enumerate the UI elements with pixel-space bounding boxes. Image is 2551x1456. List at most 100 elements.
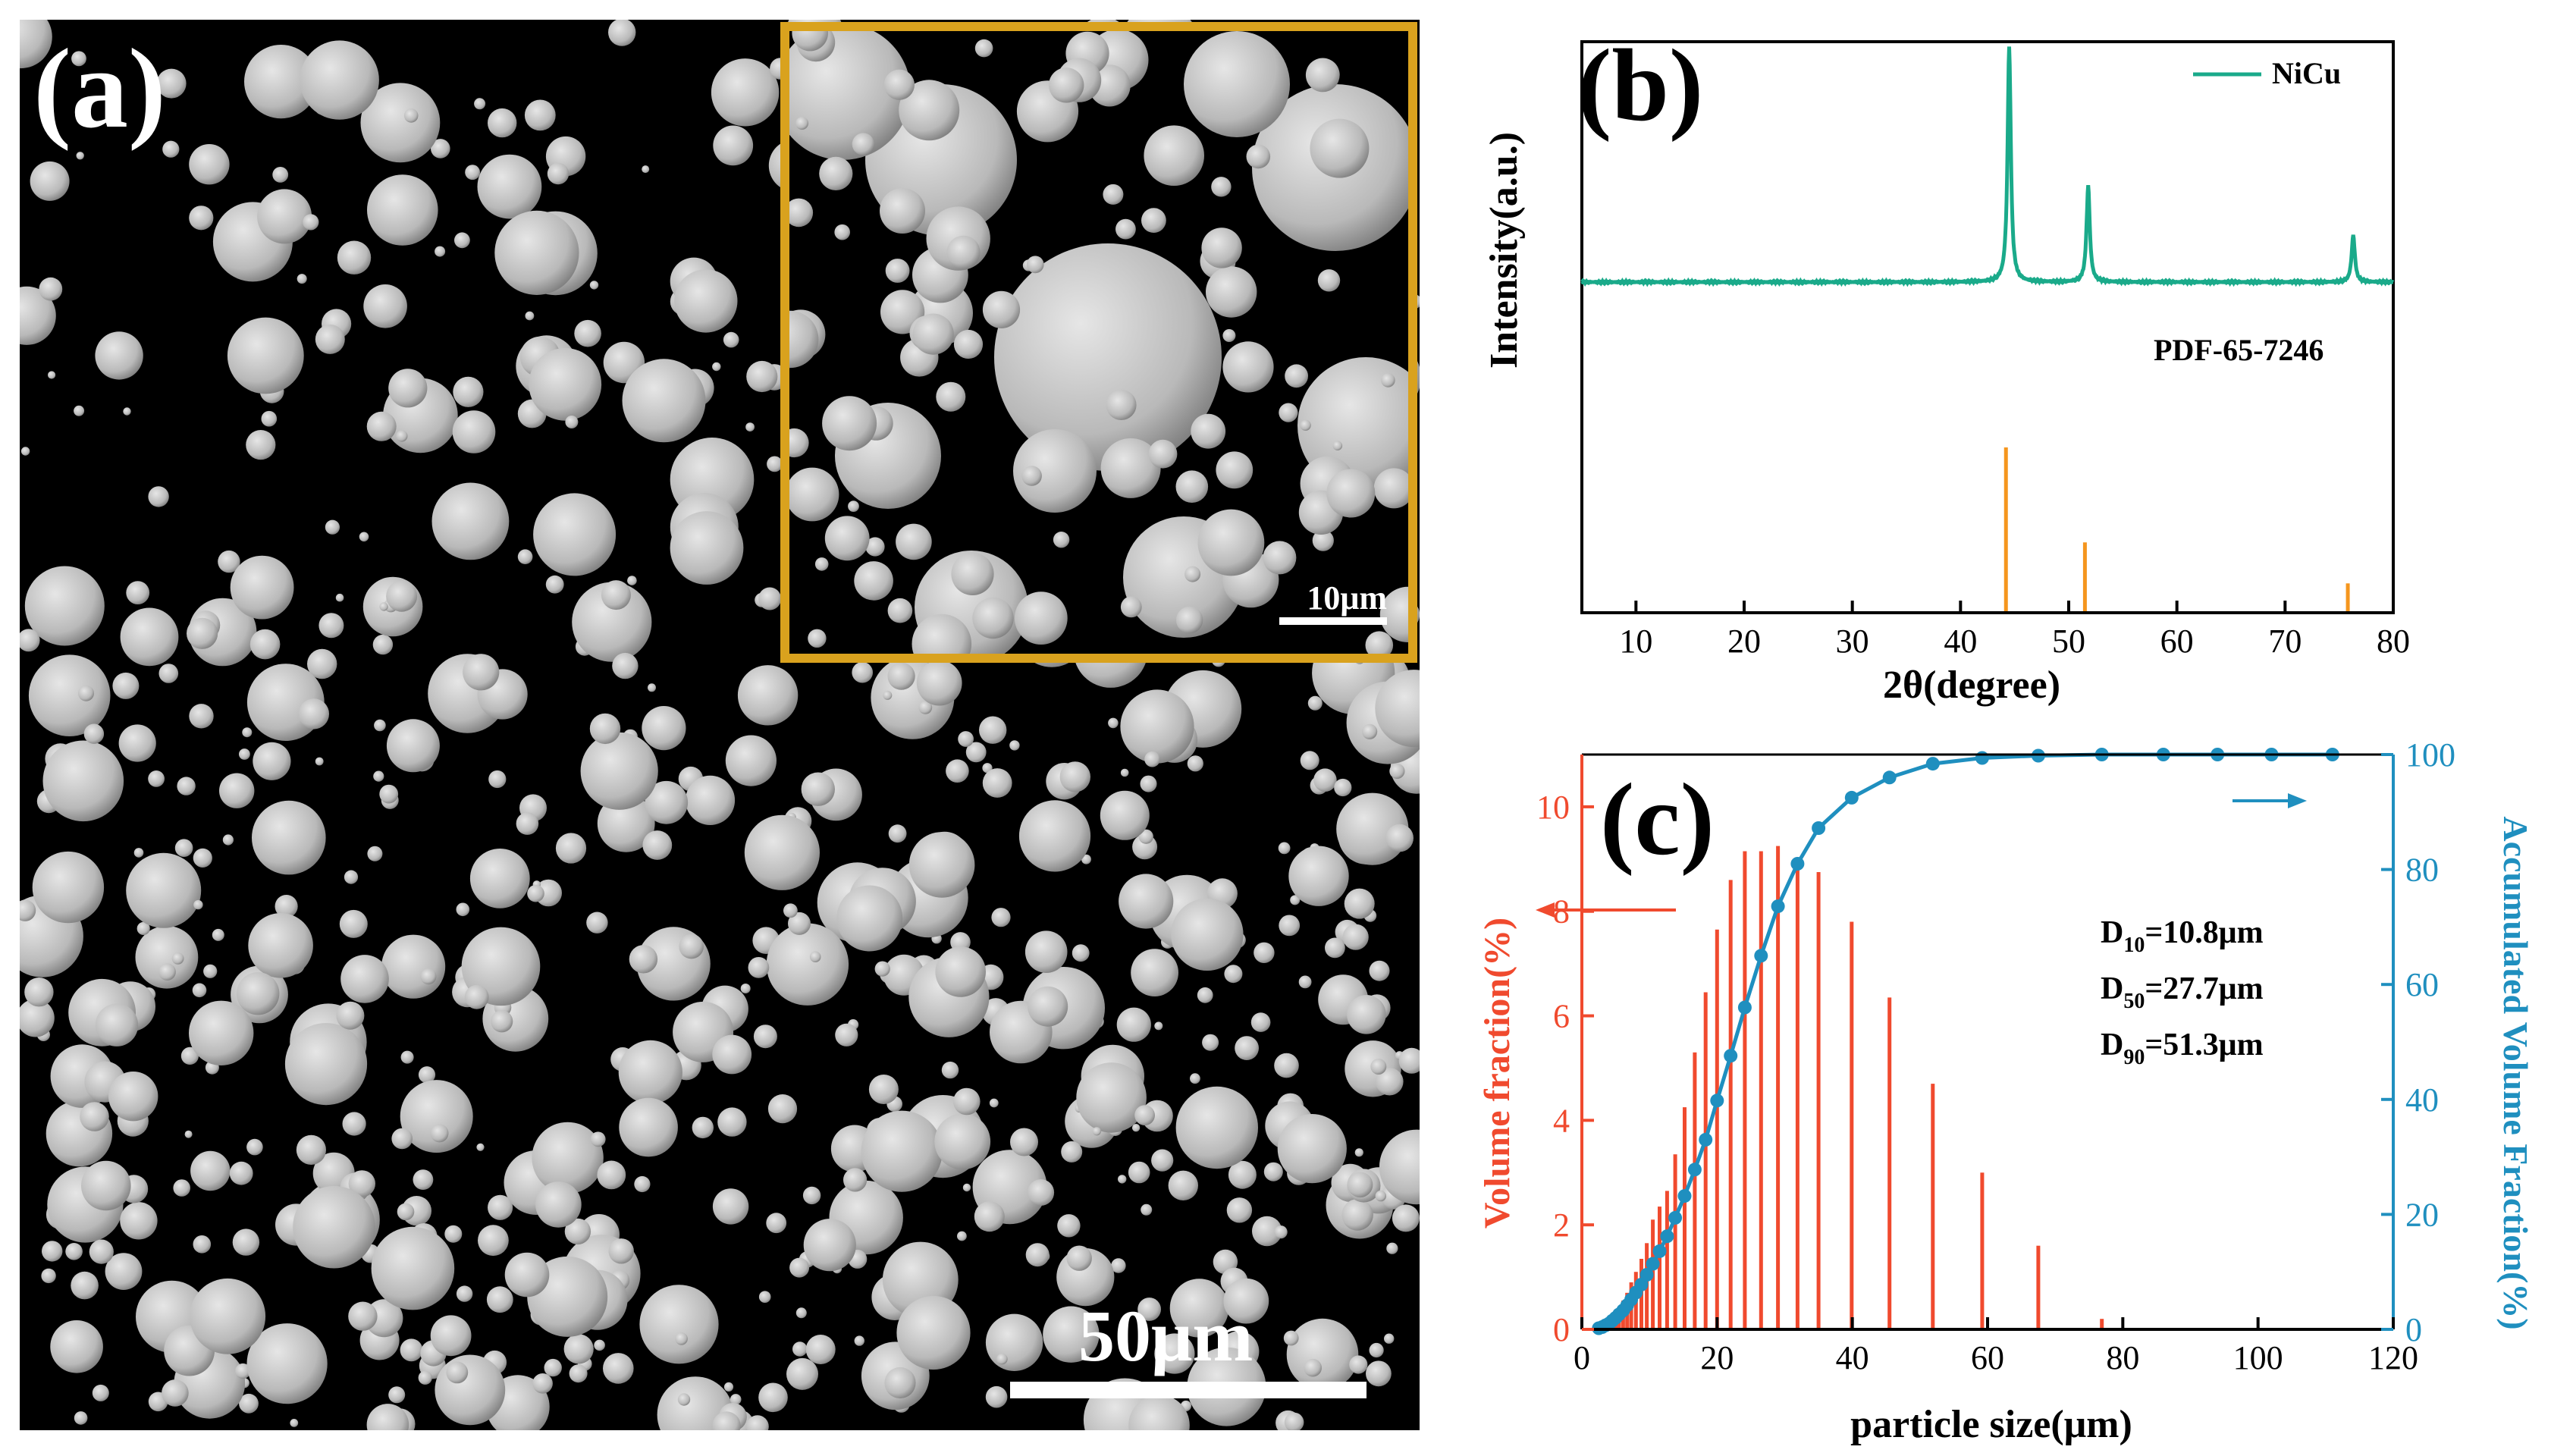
sem-particle <box>162 1379 189 1407</box>
sem-particle <box>367 174 438 246</box>
sem-particle <box>456 902 470 917</box>
sem-particle <box>193 848 212 868</box>
volume-fraction-bar <box>1850 921 1854 1329</box>
sem-particle <box>474 98 486 110</box>
sem-particle <box>677 1393 691 1406</box>
volume-fraction-bar <box>2036 1245 2041 1329</box>
sem-particle <box>712 1188 749 1225</box>
sem-particle <box>1304 1358 1322 1377</box>
inset-scale-label: 10μm <box>1307 579 1387 617</box>
volume-fraction-bar <box>1658 1207 1661 1329</box>
psd-left-tick-label: 0 <box>1553 1311 1570 1348</box>
inset-particle <box>912 313 954 355</box>
sem-particle <box>193 899 203 910</box>
sem-particle <box>805 1335 836 1364</box>
sem-particle <box>430 1315 472 1357</box>
sem-particle <box>187 617 218 649</box>
sem-particle <box>985 1385 1008 1408</box>
sem-particle <box>1300 751 1319 770</box>
sem-particle <box>1131 949 1178 996</box>
sem-particle <box>836 885 903 952</box>
sem-particle <box>639 1285 719 1364</box>
sem-particle <box>555 833 587 864</box>
sem-particle <box>1009 740 1020 751</box>
sem-particle <box>746 1415 769 1430</box>
sem-particle <box>78 685 94 701</box>
sem-particle <box>190 1150 231 1191</box>
sem-particle <box>478 1225 509 1257</box>
inset-particle <box>854 561 893 601</box>
sem-particle <box>1252 1216 1282 1247</box>
psd-x-tick-label: 20 <box>1700 1339 1734 1376</box>
sem-particle <box>456 1285 473 1302</box>
psd-right-tick-label: 60 <box>2405 966 2439 1003</box>
sem-particle <box>908 832 975 898</box>
sem-particle <box>1389 763 1405 779</box>
inset-particle <box>789 467 839 522</box>
xrd-x-tick-label: 50 <box>2052 623 2085 660</box>
sem-particle <box>71 1271 99 1300</box>
sem-particle <box>622 359 706 443</box>
sem-particle <box>1190 1073 1200 1084</box>
sem-particle <box>222 834 234 846</box>
sem-particle <box>758 1382 788 1413</box>
sem-particle <box>565 416 579 428</box>
sem-particle <box>525 311 535 321</box>
inset-particle <box>1206 266 1257 318</box>
sem-particle <box>418 1066 436 1084</box>
sem-particle <box>1354 1148 1363 1157</box>
sem-particle <box>430 1124 449 1143</box>
sem-particle <box>360 83 441 163</box>
sem-particle <box>48 371 56 379</box>
sem-particle <box>95 1003 139 1046</box>
psd-right-tick-label: 80 <box>2405 852 2439 889</box>
inset-particle <box>1175 470 1209 503</box>
volume-fraction-bar <box>2100 1319 2104 1329</box>
sem-particle <box>105 1253 143 1290</box>
sem-particle <box>982 768 1012 798</box>
sem-particle <box>627 576 637 585</box>
sem-particle <box>246 1138 263 1156</box>
sem-particle <box>1144 751 1160 767</box>
volume-fraction-bar <box>1728 880 1733 1329</box>
psd-right-tick-label: 0 <box>2405 1311 2422 1348</box>
sem-particle <box>1154 1021 1163 1031</box>
sem-particle <box>162 140 180 158</box>
inset-particle <box>1381 373 1395 388</box>
inset-particle <box>1100 438 1161 498</box>
sem-particle <box>935 946 986 997</box>
sem-particle <box>1263 1162 1283 1181</box>
sem-particle <box>379 602 388 611</box>
sem-particle <box>1274 1053 1299 1078</box>
sem-particle <box>1218 1329 1228 1338</box>
inset-particle <box>795 117 809 130</box>
psd-x-tick-label: 60 <box>1971 1339 2004 1376</box>
sem-particle <box>32 851 105 924</box>
inset-particle <box>1049 67 1084 103</box>
sem-particle <box>65 1243 83 1260</box>
sem-particle <box>1131 1124 1141 1132</box>
sem-particle <box>962 1183 971 1192</box>
sem-particle <box>786 1357 818 1390</box>
sem-particle <box>20 20 52 69</box>
cumulative-point <box>1844 790 1859 805</box>
cumulative-point <box>1699 1132 1713 1147</box>
sem-particle <box>1076 1062 1147 1133</box>
sem-particle <box>379 784 399 804</box>
sem-particle <box>1277 1114 1347 1184</box>
sem-particle <box>253 742 291 780</box>
sem-particle <box>118 724 156 762</box>
main-scale-label: 50μm <box>1078 1295 1254 1376</box>
sem-particle <box>1226 1197 1253 1223</box>
xrd-legend-label: NiCu <box>2272 56 2341 90</box>
sem-particle <box>24 977 54 1007</box>
sem-particle <box>148 486 169 507</box>
sem-particle <box>418 1370 432 1385</box>
sem-particle <box>887 662 915 690</box>
sem-particle <box>359 532 369 542</box>
sem-particle <box>1369 960 1390 981</box>
annotation-value: =27.7μm <box>2145 971 2263 1006</box>
sem-particle <box>748 957 770 978</box>
xrd-x-tick-label: 60 <box>2160 623 2194 660</box>
